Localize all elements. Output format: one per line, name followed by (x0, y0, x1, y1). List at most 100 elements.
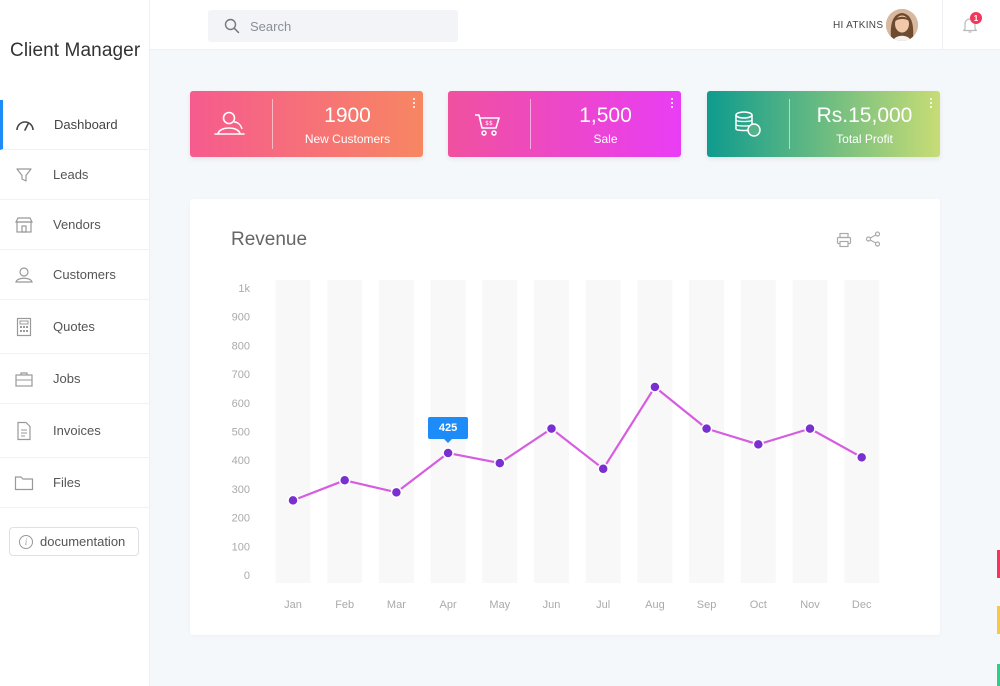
stat-value: 1,500 (579, 104, 632, 127)
notifications-button[interactable]: 1 (942, 0, 1000, 50)
data-point (649, 381, 661, 393)
card-divider (789, 99, 790, 149)
stat-value: Rs.15,000 (816, 104, 913, 127)
brand-title: Client Manager (10, 40, 141, 61)
chart-column-band (378, 280, 414, 583)
stat-label: Total Profit (836, 132, 893, 146)
stat-card-sale: $$ 1,500 Sale (448, 91, 681, 157)
stat-label: New Customers (304, 132, 391, 146)
data-point (390, 486, 403, 499)
sidebar-item-dashboard[interactable]: Dashboard (0, 100, 150, 150)
sidebar: Client Manager Dashboard Leads Vendors C… (0, 0, 150, 686)
data-point (597, 463, 609, 475)
edge-marker (997, 664, 1000, 686)
store-icon (14, 215, 34, 235)
briefcase-icon (14, 369, 34, 389)
chart-column-band (275, 280, 311, 583)
chart-column-band (482, 280, 518, 583)
documentation-button[interactable]: i documentation (9, 527, 139, 556)
data-point (545, 422, 558, 435)
x-tick-label: Feb (335, 599, 354, 611)
kebab-menu-icon[interactable] (930, 98, 933, 108)
y-tick-label: 0 (244, 570, 250, 582)
user-greeting: HI ATKINS (833, 20, 884, 31)
sidebar-item-customers[interactable]: Customers (0, 250, 150, 300)
y-tick-label: 600 (232, 398, 250, 410)
notification-badge: 1 (970, 12, 982, 24)
x-tick-label: Sep (697, 599, 717, 611)
stat-card-total-profit: Rs.15,000 Total Profit (707, 91, 940, 157)
sidebar-item-label: Customers (53, 267, 116, 282)
x-tick-label: May (489, 599, 510, 611)
folder-icon (14, 473, 34, 493)
share-icon[interactable] (865, 231, 881, 247)
y-tick-label: 100 (232, 541, 250, 553)
documentation-label: documentation (40, 534, 126, 549)
y-tick-label: 700 (232, 369, 250, 381)
y-tick-label: 300 (232, 484, 250, 496)
cart-icon: $$ (472, 109, 504, 139)
search-box[interactable] (208, 10, 458, 42)
y-tick-label: 1k (238, 283, 250, 295)
x-tick-label: Nov (800, 599, 820, 611)
sidebar-item-label: Leads (53, 167, 89, 182)
sidebar-item-label: Jobs (53, 371, 81, 386)
y-tick-label: 500 (232, 427, 250, 439)
sidebar-item-label: Dashboard (54, 117, 118, 132)
sidebar-item-label: Quotes (53, 319, 95, 334)
revenue-chart: 0 100 200 300 400 500 600 700 800 900 1k Jan Feb Mar A… (232, 280, 880, 611)
card-divider (272, 99, 273, 149)
x-tick-label: Jul (596, 599, 610, 611)
user-icon (14, 265, 34, 285)
calculator-icon (14, 317, 34, 337)
data-point (442, 447, 454, 459)
avatar[interactable] (886, 9, 918, 41)
dashboard-icon (15, 115, 35, 135)
data-point (752, 438, 765, 451)
info-icon: i (19, 534, 33, 549)
card-divider (530, 99, 531, 149)
sidebar-item-jobs[interactable]: Jobs (0, 354, 150, 404)
chart-column-band (327, 280, 363, 583)
chart-column-band (740, 280, 776, 583)
sidebar-item-leads[interactable]: Leads (0, 150, 150, 200)
sidebar-item-quotes[interactable]: Quotes (0, 300, 150, 354)
y-tick-label: 800 (232, 340, 250, 352)
stat-card-new-customers: 1900 New Customers (190, 91, 423, 157)
kebab-menu-icon[interactable] (413, 98, 416, 108)
data-point (287, 494, 299, 507)
stat-value: 1900 (324, 104, 371, 127)
customers-icon (214, 109, 246, 139)
chart-tooltip: 425 (428, 417, 469, 444)
x-tick-label: Jun (543, 599, 561, 611)
x-tick-label: Apr (440, 599, 457, 611)
sidebar-item-label: Invoices (53, 423, 101, 438)
y-tick-label: 400 (232, 455, 250, 467)
edge-marker (997, 606, 1000, 634)
sidebar-item-files[interactable]: Files (0, 458, 150, 508)
coins-icon (731, 109, 763, 139)
kebab-menu-icon[interactable] (671, 98, 674, 108)
funnel-icon (14, 165, 34, 185)
data-point (338, 474, 351, 487)
chart-column-band (637, 280, 673, 583)
sidebar-nav: Dashboard Leads Vendors Customers Quotes (0, 100, 150, 508)
data-point (804, 422, 816, 435)
search-icon (224, 18, 240, 34)
topbar: HI ATKINS 1 (150, 0, 1000, 50)
chart-column-band (844, 280, 880, 583)
revenue-panel: Revenue 0 100 200 300 400 500 600 700 800 900 1k Ja… (190, 199, 940, 635)
x-tick-label: Oct (750, 599, 767, 611)
x-tick-label: Aug (645, 599, 665, 611)
y-tick-label: 200 (232, 513, 250, 525)
search-input[interactable] (250, 18, 450, 34)
sidebar-item-invoices[interactable]: Invoices (0, 404, 150, 458)
sidebar-item-vendors[interactable]: Vendors (0, 200, 150, 250)
x-tick-label: Dec (852, 599, 872, 611)
data-point (494, 457, 506, 469)
x-tick-label: Jan (284, 599, 302, 611)
svg-text:$$: $$ (485, 120, 493, 127)
chart-column-band (585, 280, 621, 583)
print-icon[interactable] (836, 232, 852, 248)
y-tick-label: 900 (232, 312, 250, 324)
